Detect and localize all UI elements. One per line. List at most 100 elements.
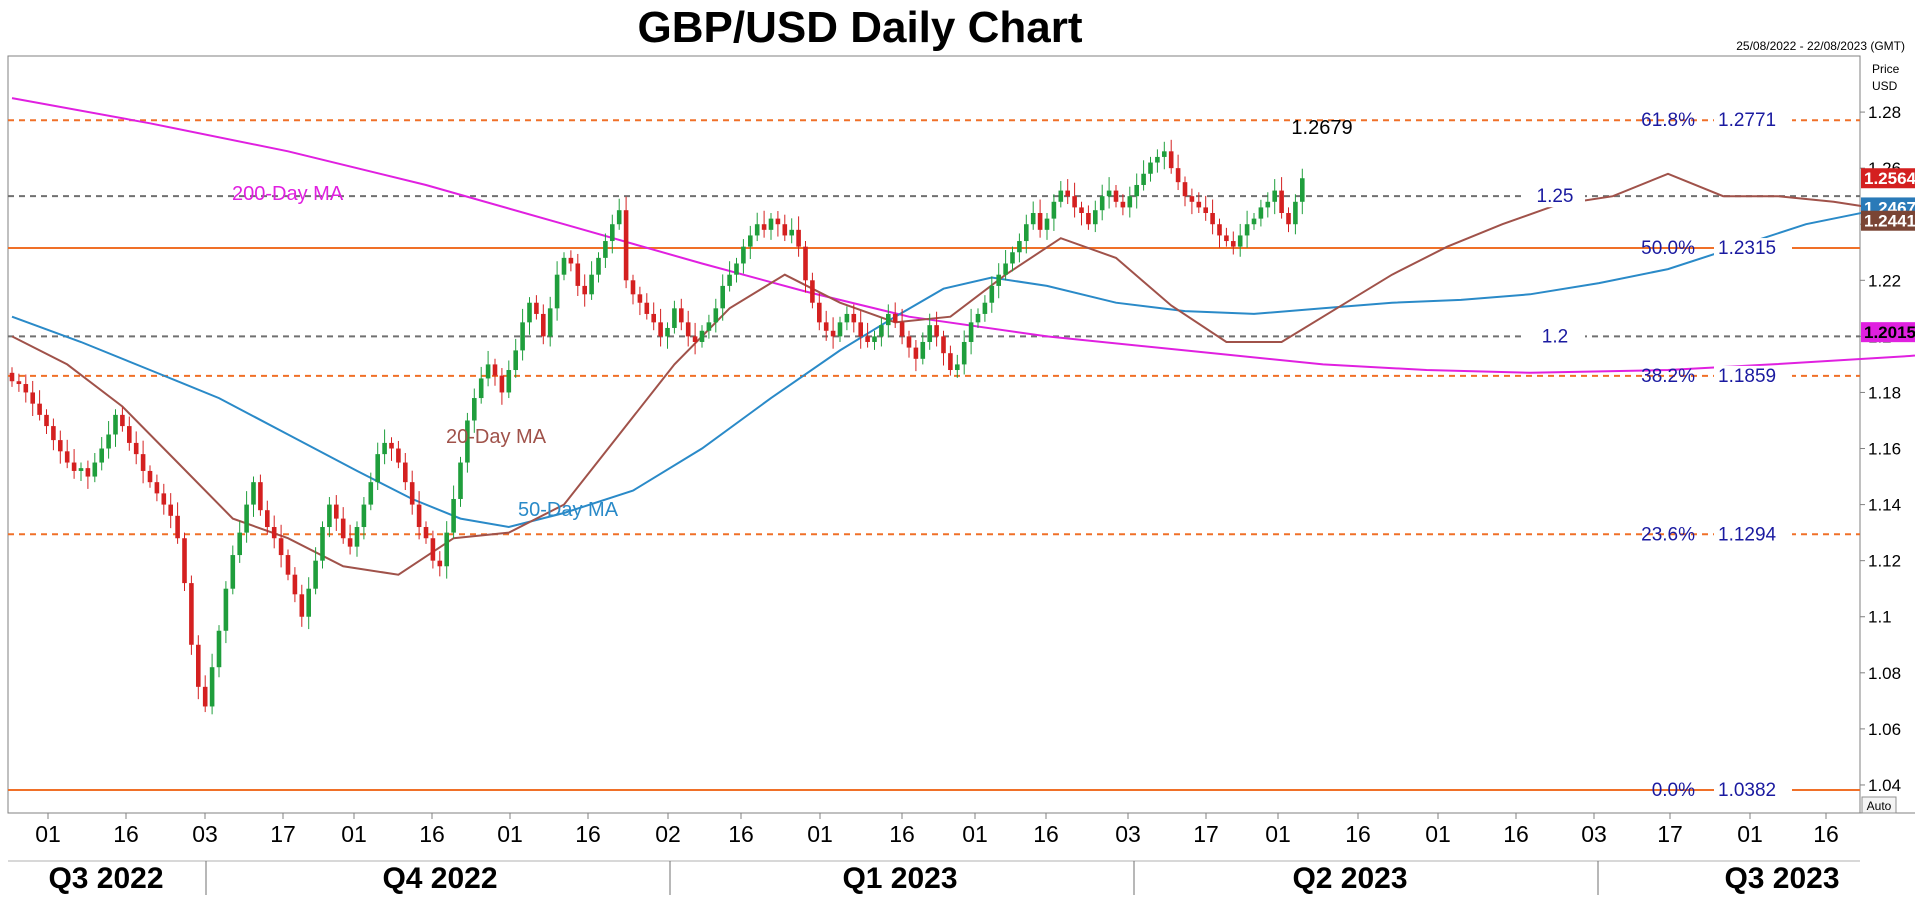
candle-body-up	[327, 504, 332, 528]
y-tick-label: 1.22	[1868, 271, 1901, 290]
x-tick-label: 01	[962, 821, 988, 847]
currency-label: USD	[1872, 79, 1898, 93]
candle-body-up	[1134, 184, 1139, 197]
ma200-label: 200-Day MA	[232, 183, 344, 205]
candle-body-down	[340, 518, 346, 539]
candle-body-up	[872, 336, 877, 342]
candle-body-up	[955, 364, 960, 371]
price-badge	[1861, 210, 1915, 231]
candle-body-up	[589, 274, 594, 295]
x-tick-label: 01	[341, 821, 367, 847]
candle-body-up	[554, 274, 560, 309]
date-range-label: 25/08/2022 - 22/08/2023 (GMT)	[1736, 39, 1905, 53]
candle-body-down	[492, 364, 498, 376]
x-tick-label: 17	[1193, 821, 1219, 847]
candle-body-up	[354, 527, 360, 547]
ma50-line	[11, 205, 1915, 529]
x-tick-label: 03	[1581, 821, 1607, 847]
candle-body-down	[85, 468, 91, 477]
candle-body-down	[1279, 190, 1284, 214]
fib-value-label: 1.0382	[1718, 780, 1776, 801]
x-tick-label: 01	[497, 821, 523, 847]
x-tick-label: 16	[1813, 821, 1839, 847]
candle-body-up	[320, 527, 325, 561]
candle-body-up	[754, 224, 760, 236]
candle-body-up	[886, 313, 891, 326]
candle-body-down	[202, 686, 208, 707]
candle-body-down	[623, 210, 629, 281]
candle-body-up	[230, 555, 236, 589]
candle-body-down	[858, 322, 863, 337]
auto-scale-button[interactable]	[1861, 796, 1897, 814]
candle-body-up	[1106, 190, 1112, 197]
candle-body-up	[706, 322, 712, 331]
price-axis-title: Price	[1872, 62, 1900, 76]
candle-body-up	[313, 560, 318, 589]
candle-body-down	[1113, 190, 1119, 202]
candle-body-down	[1086, 213, 1091, 225]
candle-body-down	[948, 353, 953, 371]
candle-body-down	[175, 515, 180, 539]
x-tick-label: 16	[889, 821, 915, 847]
candle-body-down	[347, 538, 353, 547]
candle-body-down	[140, 454, 146, 471]
x-tick-label: 16	[1345, 821, 1371, 847]
candle-body-down	[285, 555, 291, 575]
ma200-line	[11, 97, 1915, 374]
candle-body-down	[168, 504, 173, 516]
candle-body-down	[71, 462, 77, 471]
candle-body-up	[520, 322, 525, 351]
candle-body-up	[1155, 156, 1160, 163]
candle-body-up	[1258, 207, 1264, 219]
candle-body-up	[382, 442, 387, 455]
peak-annotation: 1.2679	[1291, 117, 1352, 139]
x-tick-label: 01	[1737, 821, 1763, 847]
candle-body-down	[1065, 190, 1070, 197]
candle-body-down	[941, 336, 946, 354]
y-tick-label: 1.12	[1868, 552, 1901, 571]
candle-body-down	[692, 336, 698, 342]
x-tick-label: 03	[1115, 821, 1141, 847]
candle-body-down	[851, 313, 857, 323]
candle-body-down	[265, 510, 270, 528]
fib-value-bg	[1714, 238, 1792, 259]
candle-body-down	[637, 294, 643, 303]
candle-body-up	[99, 448, 104, 463]
candle-body-up	[1244, 224, 1250, 236]
candle-body-down	[817, 302, 822, 323]
candle-body-down	[651, 313, 656, 323]
candle-body-down	[1189, 196, 1195, 202]
auto-scale-label: Auto	[1867, 799, 1892, 813]
candle-body-up	[1237, 235, 1243, 247]
candle-body-down	[278, 538, 284, 556]
candle-body-up	[720, 285, 725, 309]
candle-body-up	[561, 257, 567, 275]
candle-body-down	[899, 322, 905, 337]
candle-body-down	[258, 482, 263, 511]
candle-body-up	[1051, 201, 1057, 219]
candle-body-down	[796, 229, 801, 247]
candle-body-down	[810, 280, 815, 303]
quarter-label: Q4 2022	[382, 862, 497, 895]
fib-value-label: 1.2771	[1718, 110, 1776, 131]
candle-body-up	[616, 210, 622, 225]
fib-pct-label: 0.0%	[1652, 780, 1695, 801]
candle-body-up	[478, 378, 484, 399]
candle-body-up	[1162, 151, 1167, 157]
candle-body-up	[1003, 263, 1008, 275]
x-tick-label: 16	[575, 821, 601, 847]
candle-body-down	[582, 285, 587, 295]
candle-body-down	[423, 527, 429, 539]
candle-body-down	[16, 381, 22, 385]
candle-body-up	[741, 246, 746, 264]
y-tick-label: 1.04	[1868, 776, 1901, 795]
x-tick-label: 16	[728, 821, 754, 847]
annotations-layer: 61.8% 1.2771 50.0% 1.2315 38.2% 1.1859 23.6% 1.…	[232, 110, 1792, 801]
x-tick-label: 16	[1503, 821, 1529, 847]
round-level-label: 1.2	[1542, 326, 1568, 347]
round-level-bg	[1525, 185, 1585, 208]
candle-body-down	[1120, 201, 1126, 208]
x-tick-label: 16	[419, 821, 445, 847]
candle-body-down	[133, 442, 139, 455]
